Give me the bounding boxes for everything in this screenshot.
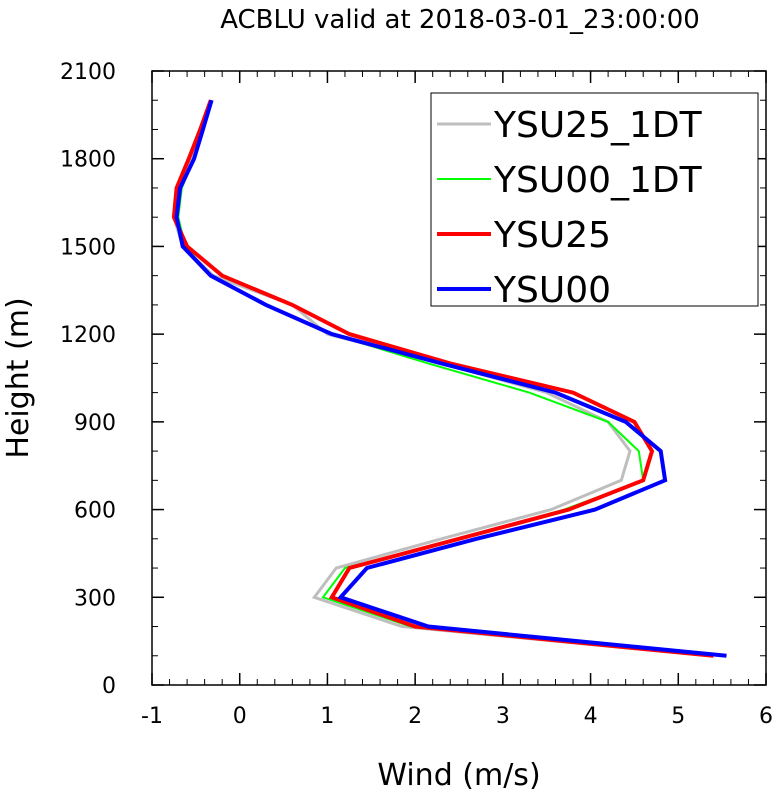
- legend-box: [430, 92, 759, 307]
- x-tick-label: 6: [759, 704, 773, 729]
- y-axis-label: Height (m): [1, 297, 36, 458]
- legend-label: YSU25_1DT: [493, 105, 703, 146]
- series-line-3: [174, 99, 727, 658]
- x-tick-label: 0: [233, 704, 247, 729]
- x-tick-label: 4: [584, 704, 598, 729]
- y-tick-label: 1500: [60, 235, 116, 260]
- x-tick-label: 3: [496, 704, 510, 729]
- x-tick-label: 2: [408, 704, 422, 729]
- legend-label: YSU25: [493, 215, 611, 256]
- y-tick-label: 0: [102, 674, 116, 699]
- y-tick-label: 1200: [60, 323, 116, 348]
- x-axis-label: Wind (m/s): [377, 758, 540, 793]
- axis-ticks: -1 0 1 2 3 4 5 6 0 300 600 900 1200 1500 1800 2100: [60, 60, 773, 729]
- y-tick-label: 2100: [60, 60, 116, 85]
- plot-frame: [151, 70, 767, 686]
- x-tick-label: 5: [671, 704, 685, 729]
- legend-label: YSU00: [493, 270, 611, 311]
- y-tick-label: 600: [74, 499, 116, 524]
- legend: YSU25_1DT YSU00_1DT YSU25 YSU00: [430, 92, 759, 311]
- legend-label: YSU00_1DT: [493, 160, 703, 201]
- x-tick-label: -1: [141, 704, 163, 729]
- plot-area: [151, 70, 767, 686]
- series-line-2: [171, 99, 714, 658]
- y-tick-label: 300: [74, 586, 116, 611]
- x-tick-label: 1: [320, 704, 334, 729]
- y-tick-label: 1800: [60, 148, 116, 173]
- series-lines: [171, 99, 727, 658]
- chart-title: ACBLU valid at 2018-03-01_23:00:00: [220, 5, 700, 35]
- legend-entries: YSU25_1DT YSU00_1DT YSU25 YSU00: [437, 105, 703, 311]
- y-tick-label: 900: [74, 411, 116, 436]
